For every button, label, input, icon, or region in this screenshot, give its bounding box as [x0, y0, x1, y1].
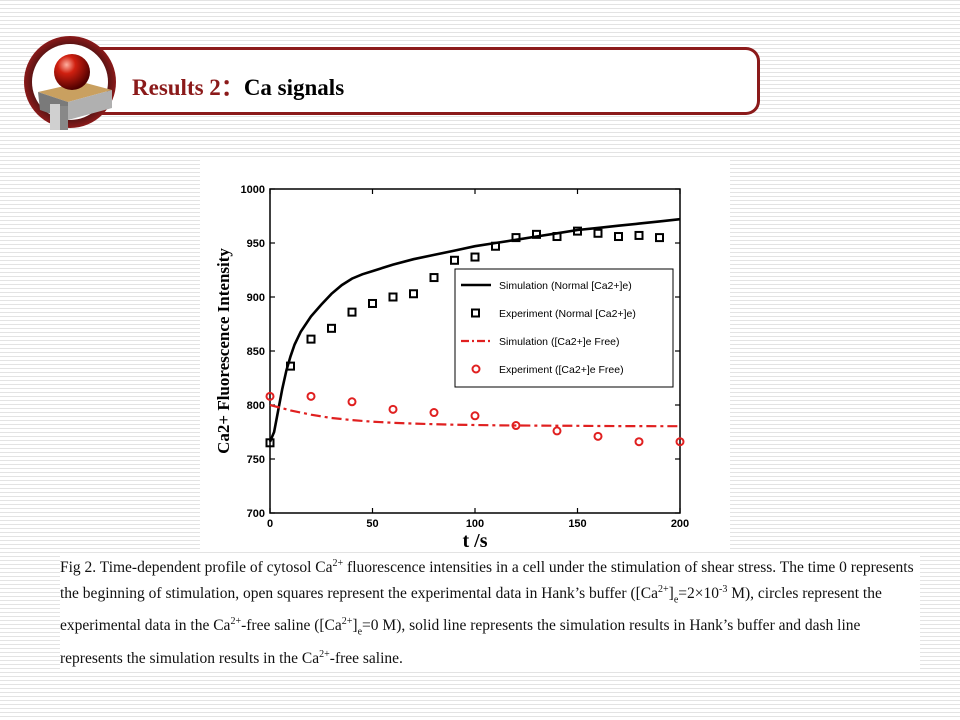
data-point-circle [265, 391, 275, 401]
data-point-square [286, 361, 295, 371]
data-point-square [470, 252, 480, 262]
caption-text: Fig 2. Time-dependent profile of cytosol… [60, 559, 333, 577]
series-line-simulation-free [269, 403, 680, 428]
y-tick-label: 800 [247, 400, 265, 412]
title-bar [70, 47, 760, 115]
slide-title: Results 2：Ca signals [132, 68, 344, 102]
chart: 0 50 100 150 200 700 750 800 850 900 950 1000 t /s Ca… [214, 184, 689, 550]
caption-text: ] [352, 617, 358, 635]
data-point-square [368, 298, 377, 308]
title-separator: ： [220, 75, 244, 100]
y-tick-label: 950 [247, 238, 265, 250]
data-point-square [491, 241, 500, 251]
caption-sup: 2+ [341, 616, 353, 628]
caption-text: M), circles represent the experimental d… [60, 585, 882, 635]
y-tick-label: 750 [247, 454, 265, 466]
data-point-square [573, 226, 582, 236]
title-main: Results 2 [132, 75, 221, 100]
caption-sup: 2+ [230, 616, 242, 628]
x-tick-label: 150 [568, 518, 586, 530]
legend-label: Simulation ([Ca2+]e Free) [499, 336, 620, 348]
caption-text: ] [668, 585, 674, 603]
data-point-square [306, 334, 316, 344]
caption-sup: 2+ [658, 584, 669, 596]
caption-sup: 2+ [319, 648, 330, 660]
legend-label: Simulation (Normal [Ca2+]e) [499, 280, 632, 292]
legend-marker-circle [471, 364, 481, 374]
data-point-square [655, 233, 664, 243]
data-point-square [634, 230, 644, 240]
data-point-circle [470, 411, 480, 421]
data-point-square [511, 233, 521, 243]
title-sub: Ca signals [243, 75, 345, 100]
caption-text: =2×10 [678, 585, 720, 603]
caption-sup: -3 [719, 584, 728, 596]
data-point-square [327, 323, 336, 333]
data-point-square [409, 289, 418, 299]
x-tick-label: 50 [366, 518, 378, 530]
legend-marker-square [471, 308, 480, 318]
data-point-square [265, 438, 275, 448]
data-point-square [532, 229, 541, 239]
caption-sub: e [357, 626, 363, 638]
caption-sub: e [673, 594, 679, 606]
y-tick-label: 1000 [241, 184, 265, 196]
data-point-circle [306, 391, 316, 401]
data-point-square [347, 307, 357, 317]
legend-label: Experiment (Normal [Ca2+]e) [499, 308, 636, 320]
caption-sup: 2+ [332, 558, 344, 569]
legend-label: Experiment ([Ca2+]e Free) [499, 364, 624, 376]
data-point-circle [429, 408, 439, 418]
x-tick-label: 0 [267, 518, 273, 530]
data-point-square [450, 255, 459, 265]
caption-text: -free saline ([Ca [241, 617, 342, 635]
figure-caption: Fig 2. Time-dependent profile of cytosol… [60, 553, 920, 670]
data-point-square [388, 292, 398, 302]
logo-icon [24, 36, 116, 130]
data-point-circle [675, 437, 685, 447]
y-tick-label: 900 [247, 292, 265, 304]
data-point-circle [388, 404, 398, 414]
caption-text: =0 M), solid line represents the simulat… [60, 617, 861, 667]
data-point-square [593, 228, 603, 238]
caption-text: -free saline. [329, 649, 403, 667]
data-point-square [552, 232, 562, 242]
y-axis-label: Ca2+ Fluorescence Intensity [214, 248, 233, 454]
data-point-circle [511, 421, 521, 431]
data-point-square [614, 232, 623, 242]
data-point-circle [347, 397, 357, 407]
figure: 0 50 100 150 200 700 750 800 850 900 950 1000 t /s Ca… [200, 157, 730, 550]
x-axis-label: t /s [463, 530, 488, 550]
y-tick-label: 850 [247, 346, 265, 358]
data-point-circle [634, 437, 644, 447]
data-point-circle [552, 426, 562, 436]
x-tick-label: 100 [466, 518, 484, 530]
y-tick-label: 700 [247, 508, 265, 520]
legend-box [454, 268, 674, 388]
x-tick-label: 200 [671, 518, 689, 530]
data-point-circle [593, 431, 603, 441]
data-point-square [429, 273, 439, 283]
caption-text: fluorescence intensities in a cell under… [60, 559, 914, 603]
